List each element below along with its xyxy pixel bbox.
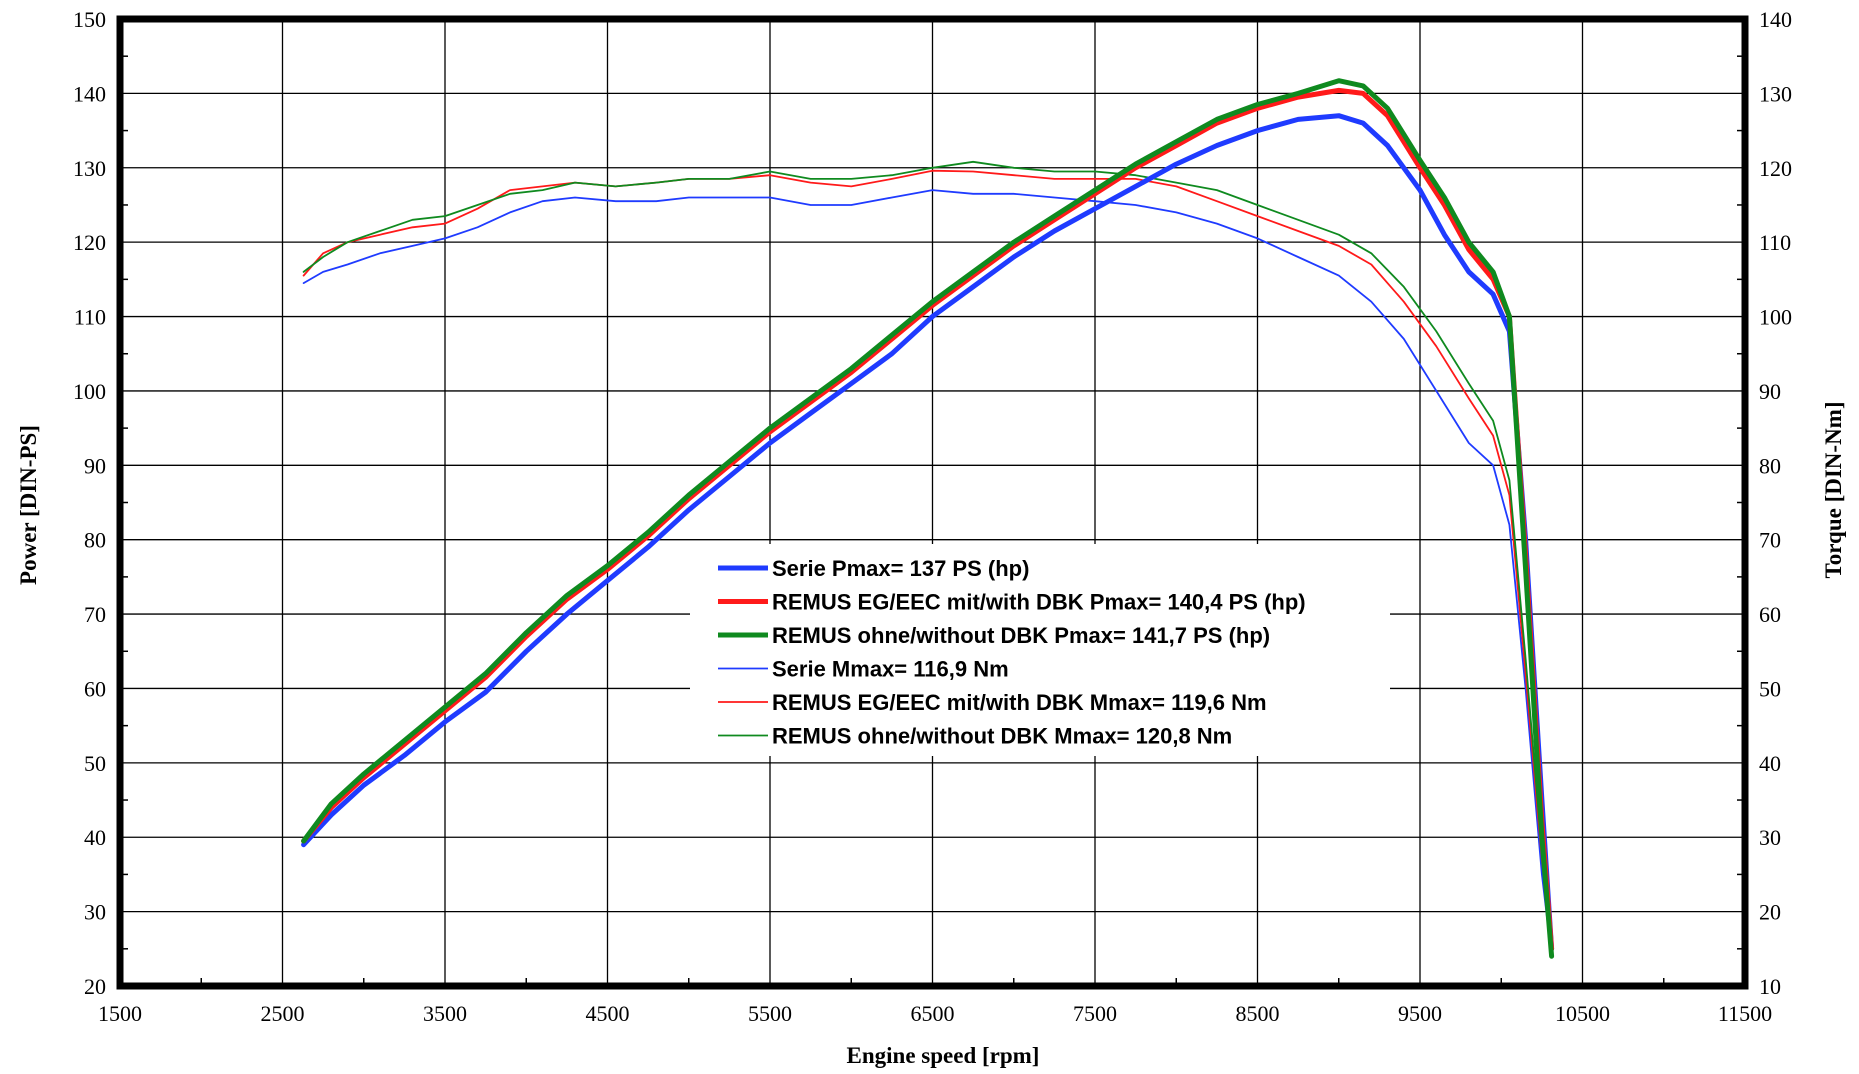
legend-label: Serie Pmax= 137 PS (hp) [772,556,1029,581]
y2-tick-label: 60 [1759,602,1781,627]
y-tick-label: 70 [84,602,106,627]
x-tick-label: 4500 [586,1001,630,1026]
x-tick-label: 6500 [911,1001,955,1026]
legend: Serie Pmax= 137 PS (hp) REMUS EG/EEC mit/… [718,556,1306,749]
y2-tick-label: 130 [1759,81,1792,106]
y-tick-label: 30 [84,900,106,925]
x-tick-label: 1500 [98,1001,142,1026]
legend-label: REMUS ohne/without DBK Mmax= 120,8 Nm [772,724,1232,749]
y2-tick-label: 30 [1759,825,1781,850]
series-line-5 [302,169,1553,950]
minor-ticks [120,55,1745,986]
series-line-3 [301,78,1555,959]
y2-tick-label: 90 [1759,379,1781,404]
x-tick-label: 2500 [261,1001,305,1026]
y-tick-label: 140 [73,81,106,106]
y2-tick-label: 40 [1759,751,1781,776]
legend-label: REMUS EG/EEC mit/with DBK Pmax= 140,4 PS… [772,590,1306,615]
y-tick-label: 120 [73,230,106,255]
y-tick-label: 80 [84,528,106,553]
y-tick-label: 50 [84,751,106,776]
y2-tick-label: 120 [1759,156,1792,181]
x-axis-title: Engine speed [rpm] [847,1043,1040,1068]
y2-tick-label: 20 [1759,900,1781,925]
y-tick-label: 40 [84,825,106,850]
y-tick-label: 90 [84,453,106,478]
legend-label: REMUS ohne/without DBK Pmax= 141,7 PS (h… [772,623,1270,648]
legend-label: Serie Mmax= 116,9 Nm [772,657,1009,682]
y2-tick-label: 100 [1759,305,1792,330]
y-tick-labels: 20 30 40 50 60 70 80 90 100 110 120 130 140 150 [73,7,106,999]
legend-box [690,544,1390,756]
x-tick-label: 8500 [1236,1001,1280,1026]
series-line-2 [301,87,1555,952]
y-tick-label: 100 [73,379,106,404]
y2-tick-label: 140 [1759,7,1792,32]
y-tick-label: 130 [73,156,106,181]
x-tick-label: 7500 [1073,1001,1117,1026]
series-line-6 [302,160,1553,950]
series-line-1 [301,113,1555,952]
y-tick-label: 150 [73,7,106,32]
y2-tick-labels: 10 20 30 40 50 60 70 80 90 100 110 120 130 140 [1759,7,1792,999]
y-tick-label: 110 [74,305,106,330]
y2-tick-label: 110 [1759,230,1791,255]
x-tick-label: 3500 [423,1001,467,1026]
y-tick-label: 20 [84,974,106,999]
y2-tick-label: 70 [1759,528,1781,553]
y-axis-title: Power [DIN-PS] [16,425,41,585]
y-tick-label: 60 [84,676,106,701]
series-layer [301,78,1555,959]
x-tick-label: 9500 [1398,1001,1442,1026]
x-tick-label: 5500 [748,1001,792,1026]
series-line-4 [302,189,1553,958]
x-tick-label: 10500 [1555,1001,1610,1026]
x-tick-labels: 1500 2500 3500 4500 5500 6500 7500 8500 9500 1050… [98,1001,1772,1026]
y2-tick-label: 80 [1759,453,1781,478]
y2-tick-label: 50 [1759,676,1781,701]
plot-frame [116,15,1749,990]
x-tick-label: 11500 [1718,1001,1772,1026]
legend-label: REMUS EG/EEC mit/with DBK Mmax= 119,6 Nm [772,690,1267,715]
y2-tick-label: 10 [1759,974,1781,999]
y2-axis-title: Torque [DIN-Nm] [1821,402,1846,579]
